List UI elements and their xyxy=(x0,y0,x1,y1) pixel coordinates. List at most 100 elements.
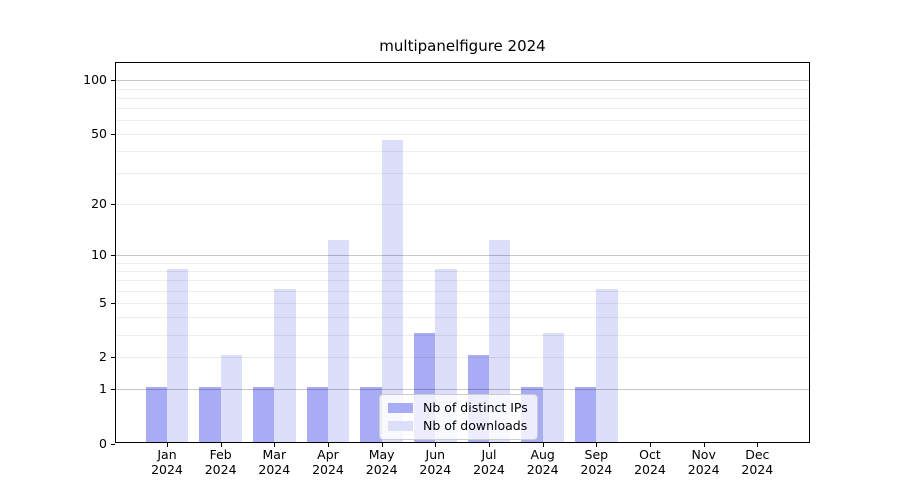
minor-gridline xyxy=(116,151,809,153)
x-tick-month: Oct xyxy=(639,447,661,462)
x-tick-year: 2024 xyxy=(419,461,452,477)
x-tick-year: 2024 xyxy=(634,461,666,477)
major-gridline xyxy=(116,255,809,257)
bar-downloads-aug xyxy=(542,332,565,442)
minor-gridline xyxy=(116,108,809,110)
y-tick-label: 20 xyxy=(91,195,107,211)
x-tick-label-jun: Jun 2024 xyxy=(419,447,452,478)
legend: Nb of distinct IPs Nb of downloads xyxy=(379,394,538,440)
y-tick-mark xyxy=(111,444,115,445)
y-tick-mark xyxy=(111,204,115,206)
minor-gridline xyxy=(116,317,809,319)
y-tick-mark xyxy=(111,302,115,304)
y-tick-mark xyxy=(111,80,115,82)
bar-ips-may xyxy=(360,387,382,442)
x-tick-mark xyxy=(166,443,168,447)
x-tick-month: Dec xyxy=(745,447,770,462)
x-tick-label-apr: Apr 2024 xyxy=(312,447,344,478)
x-tick-year: 2024 xyxy=(204,461,237,477)
bar-downloads-apr xyxy=(327,239,350,442)
y-tick-label: 10 xyxy=(91,246,107,262)
bar-downloads-feb xyxy=(220,355,243,442)
x-tick-mark xyxy=(274,443,276,447)
chart-title: multipanelfigure 2024 xyxy=(379,37,546,55)
x-tick-mark xyxy=(381,443,383,447)
minor-gridline xyxy=(116,120,809,122)
x-tick-mark xyxy=(757,443,759,447)
legend-swatch-downloads xyxy=(388,420,413,431)
x-tick-mark xyxy=(220,443,222,447)
y-tick-label: 50 xyxy=(91,126,107,141)
minor-gridline xyxy=(116,173,809,175)
x-tick-year: 2024 xyxy=(258,461,291,477)
bar-ips-apr xyxy=(306,387,328,442)
minor-gridline xyxy=(116,270,809,272)
y-tick-label: 1 xyxy=(99,381,107,397)
x-tick-label-feb: Feb 2024 xyxy=(204,447,237,478)
x-tick-month: Aug xyxy=(530,447,555,462)
x-tick-label-mar: Mar 2024 xyxy=(258,447,291,478)
x-tick-month: Nov xyxy=(691,447,716,462)
x-tick-month: Apr xyxy=(317,447,339,462)
plot-area: 100 50 20 10 5 2 1 0 Jan 2024 Feb 2024 Mar 2024 Apr 202… xyxy=(83,62,810,477)
y-tick-label: 100 xyxy=(83,72,107,88)
bar-downloads-sep xyxy=(596,288,618,442)
y-tick-label: 0 xyxy=(99,435,107,451)
x-tick-month: Jan xyxy=(157,447,177,462)
x-tick-mark xyxy=(649,443,651,447)
x-tick-month: May xyxy=(368,447,395,462)
x-tick-month: Mar xyxy=(262,447,287,462)
x-tick-year: 2024 xyxy=(151,461,183,477)
legend-label-downloads: Nb of downloads xyxy=(423,418,528,433)
x-tick-label-jan: Jan 2024 xyxy=(151,447,183,478)
x-tick-mark xyxy=(435,443,437,447)
bar-downloads-jul xyxy=(488,239,511,442)
minor-gridline xyxy=(116,262,809,264)
minor-gridline xyxy=(116,302,809,304)
x-tick-label-jul: Jul 2024 xyxy=(473,447,505,478)
x-tick-label-aug: Aug 2024 xyxy=(526,447,559,478)
x-tick-month: Feb xyxy=(209,447,232,462)
bar-ips-jan xyxy=(145,387,167,442)
bar-downloads-mar xyxy=(274,288,296,442)
x-tick-month: Sep xyxy=(584,447,609,462)
minor-gridline xyxy=(116,204,809,206)
x-tick-mark xyxy=(703,443,705,447)
x-tick-year: 2024 xyxy=(687,461,720,477)
x-tick-label-oct: Oct 2024 xyxy=(634,447,666,478)
x-tick-label-sep: Sep 2024 xyxy=(580,447,613,478)
minor-gridline xyxy=(116,280,809,282)
bar-ips-mar xyxy=(252,387,275,442)
x-tick-label-may: May 2024 xyxy=(366,447,398,478)
x-tick-mark xyxy=(596,443,598,447)
minor-gridline xyxy=(116,97,809,99)
minor-gridline xyxy=(116,88,809,90)
bar-ips-sep xyxy=(574,387,597,442)
x-tick-mark xyxy=(488,443,490,447)
y-tick-mark xyxy=(111,134,115,136)
y-tick-mark xyxy=(111,357,115,359)
x-tick-mark xyxy=(542,443,544,447)
bar-ips-feb xyxy=(199,387,221,442)
y-tick-label: 2 xyxy=(99,349,107,365)
x-tick-month: Jun xyxy=(425,447,446,462)
y-tick-label: 5 xyxy=(99,294,107,310)
legend-item-downloads: Nb of downloads xyxy=(388,418,528,433)
x-tick-year: 2024 xyxy=(580,461,613,477)
legend-item-ips: Nb of distinct IPs xyxy=(388,400,528,415)
major-gridline xyxy=(116,80,809,82)
x-tick-year: 2024 xyxy=(741,461,774,477)
x-tick-mark xyxy=(327,443,329,447)
bar-downloads-jan xyxy=(166,268,189,442)
x-tick-month: Jul xyxy=(481,447,497,462)
legend-label-ips: Nb of distinct IPs xyxy=(423,400,528,415)
minor-gridline xyxy=(116,134,809,136)
x-tick-label-dec: Dec 2024 xyxy=(741,447,774,478)
x-tick-year: 2024 xyxy=(312,461,344,477)
y-tick-mark xyxy=(111,255,115,257)
bar-downloads-may xyxy=(381,140,404,442)
legend-swatch-ips xyxy=(388,402,413,413)
y-tick-mark xyxy=(111,389,115,391)
x-tick-year: 2024 xyxy=(526,461,559,477)
